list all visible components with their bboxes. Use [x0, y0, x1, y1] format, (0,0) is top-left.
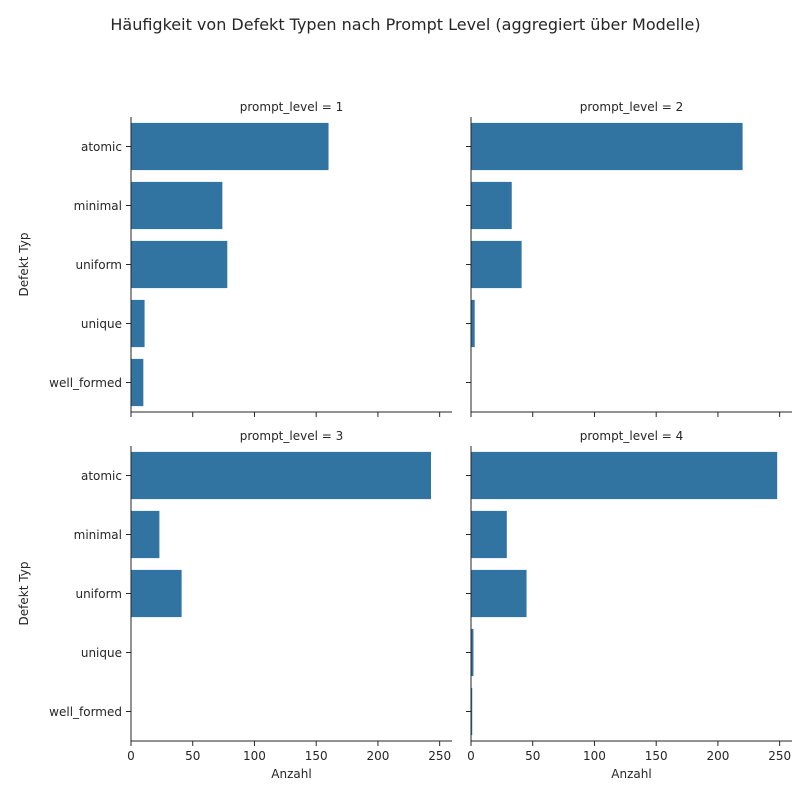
bar-minimal — [131, 181, 223, 230]
panel-title: prompt_level = 4 — [580, 429, 684, 443]
x-axis-label: Anzahl — [271, 767, 311, 781]
y-tick-label: minimal — [74, 528, 122, 542]
bar-atomic — [131, 122, 329, 171]
x-tick-label: 200 — [366, 749, 389, 763]
panel-title: prompt_level = 2 — [580, 100, 684, 114]
y-tick-label: uniform — [75, 587, 122, 601]
bar-uniform — [471, 240, 522, 289]
x-tick-label: 250 — [768, 749, 791, 763]
x-tick-label: 50 — [525, 749, 540, 763]
x-axis-label: Anzahl — [611, 767, 651, 781]
bar-minimal — [471, 181, 512, 230]
x-tick-label: 100 — [583, 749, 606, 763]
figure-title: Häufigkeit von Defekt Typen nach Prompt … — [110, 15, 700, 34]
bar-uniform — [131, 569, 182, 618]
x-tick-label: 200 — [706, 749, 729, 763]
bar-atomic — [471, 122, 743, 171]
panel-title: prompt_level = 3 — [240, 429, 344, 443]
y-tick-label: uniform — [75, 258, 122, 272]
bar-atomic — [131, 451, 432, 500]
bar-minimal — [131, 510, 160, 559]
x-tick-label: 0 — [127, 749, 135, 763]
y-tick-label: well_formed — [49, 376, 122, 390]
bar-unique — [471, 628, 474, 677]
bar-unique — [471, 299, 475, 348]
x-tick-label: 100 — [243, 749, 266, 763]
bar-minimal — [471, 510, 507, 559]
bar-well_formed — [471, 687, 473, 736]
y-tick-label: unique — [81, 317, 122, 331]
x-tick-label: 0 — [467, 749, 475, 763]
bar-uniform — [131, 240, 228, 289]
bar-atomic — [471, 451, 778, 500]
y-tick-label: unique — [81, 646, 122, 660]
bar-uniform — [471, 569, 527, 618]
y-tick-label: minimal — [74, 199, 122, 213]
bar-well_formed — [131, 358, 144, 407]
x-tick-label: 150 — [305, 749, 328, 763]
y-axis-label: Defekt Typ — [17, 562, 31, 626]
y-tick-label: atomic — [81, 469, 122, 483]
x-tick-label: 250 — [428, 749, 451, 763]
x-tick-label: 50 — [185, 749, 200, 763]
y-tick-label: well_formed — [49, 705, 122, 719]
panel-title: prompt_level = 1 — [240, 100, 344, 114]
bar-unique — [131, 299, 145, 348]
y-axis-label: Defekt Typ — [17, 233, 31, 297]
y-tick-label: atomic — [81, 140, 122, 154]
x-tick-label: 150 — [645, 749, 668, 763]
